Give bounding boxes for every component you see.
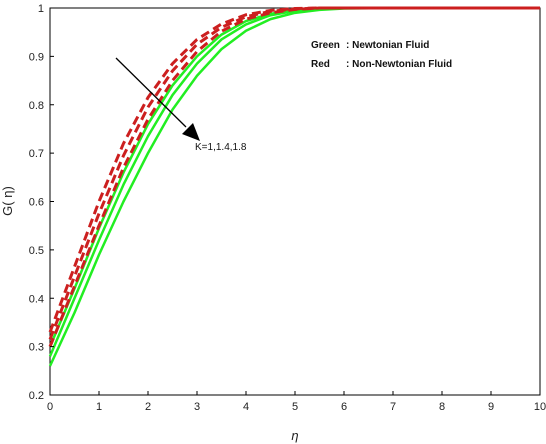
x-tick-label: 1: [96, 401, 102, 413]
y-tick-label: 0.9: [29, 51, 44, 63]
y-tick-label: 0.6: [29, 197, 44, 209]
legend-label-green: Green: [311, 40, 340, 51]
y-tick-label: 0.3: [29, 342, 44, 354]
y-axis-ticks: 0.2 0.3 0.4 0.5 0.6 0.7 0.8 0.9 1: [29, 3, 54, 402]
legend-desc-green: : Newtonian Fluid: [346, 40, 429, 51]
annotation-label: K=1,1.4,1.8: [195, 142, 247, 153]
x-tick-label: 8: [439, 401, 445, 413]
y-tick-label: 0.2: [29, 390, 44, 402]
non-newtonian-curve: [48, 6, 540, 348]
y-tick-label: 1: [38, 3, 44, 15]
trend-annotation: K=1,1.4,1.8: [115, 57, 247, 153]
x-tick-label: 3: [194, 401, 200, 413]
y-tick-label: 0.5: [29, 245, 44, 257]
plot-area: [49, 7, 541, 396]
y-tick-label: 0.4: [29, 293, 44, 305]
legend-desc-red: : Non-Newtonian Fluid: [346, 59, 452, 70]
legend-label-red: Red: [311, 59, 330, 70]
x-tick-label: 5: [292, 401, 298, 413]
non-newtonian-curve: [48, 6, 540, 333]
x-tick-label: 9: [488, 401, 494, 413]
series-group: [48, 6, 540, 367]
x-axis-label: η: [291, 428, 298, 443]
y-tick-label: 0.8: [29, 100, 44, 112]
x-axis-ticks: 0 1 2 3 4 5 6 7 8 9 10: [47, 391, 546, 413]
legend: Green : Newtonian Fluid Red : Non-Newton…: [311, 40, 452, 70]
x-tick-label: 6: [341, 401, 347, 413]
x-tick-label: 0: [47, 401, 53, 413]
x-tick-label: 10: [534, 401, 546, 413]
y-tick-label: 0.7: [29, 148, 44, 160]
y-axis-label: G( η): [0, 186, 15, 216]
x-tick-label: 2: [145, 401, 151, 413]
x-tick-label: 4: [243, 401, 249, 413]
x-tick-label: 7: [390, 401, 396, 413]
annotation-arrow-shaft: [115, 57, 187, 128]
arrow-head-icon: [182, 123, 200, 141]
